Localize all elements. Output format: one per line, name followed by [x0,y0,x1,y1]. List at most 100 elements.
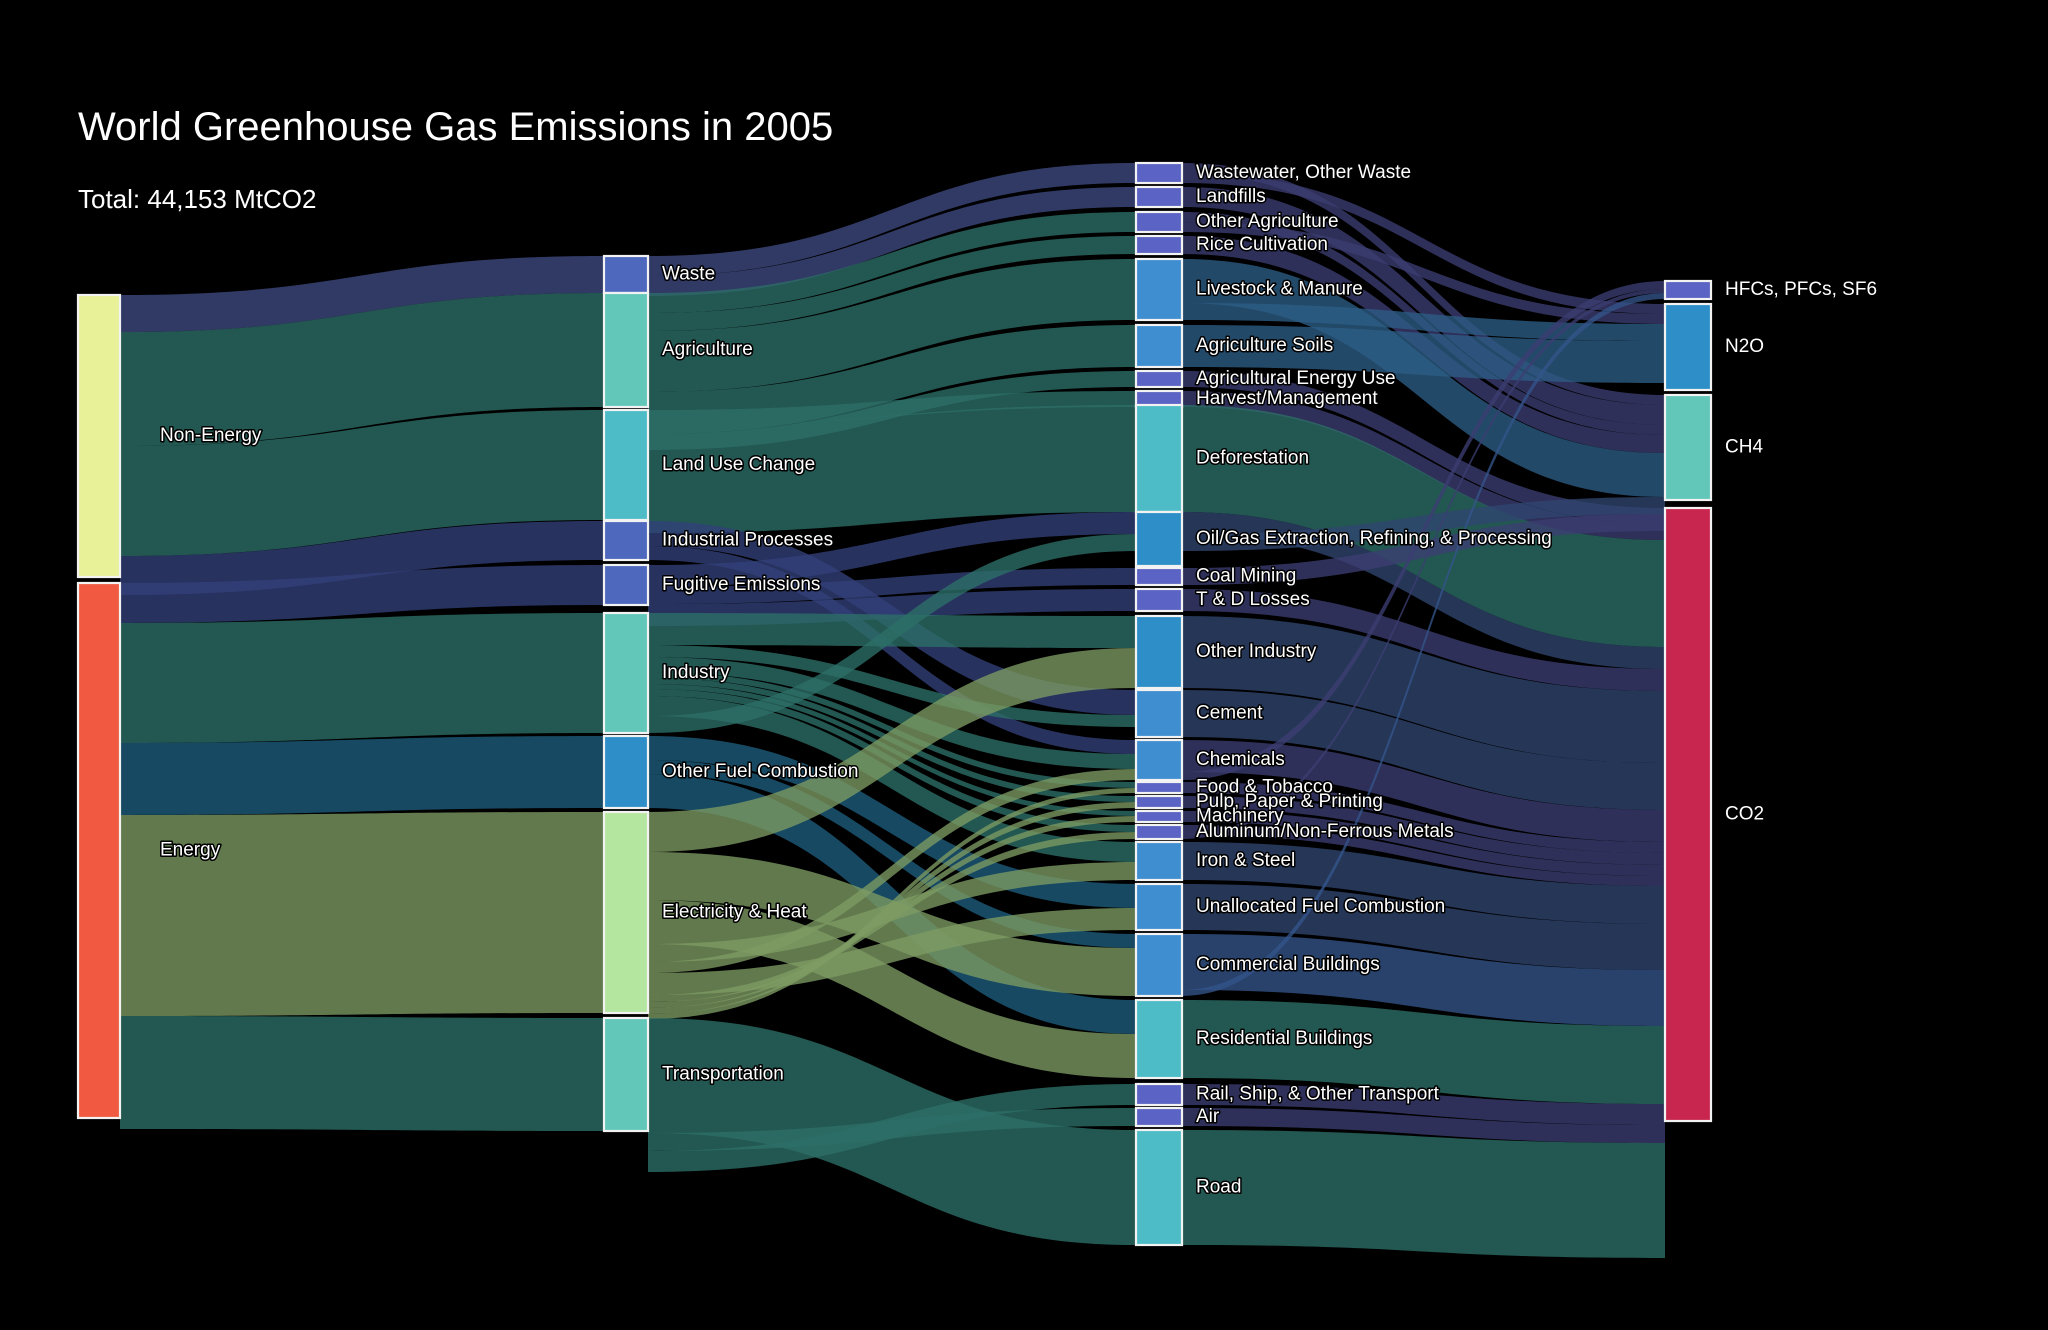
sankey-node-label-energy: Energy [160,840,221,861]
sankey-node-label-other_fuel_combustion: Other Fuel Combustion [662,761,858,782]
sankey-node-other_fuel_combustion[interactable] [602,734,650,810]
sankey-node-pulp_paper[interactable] [1134,794,1184,810]
sankey-node-food_tobacco[interactable] [1134,780,1184,795]
sankey-link [1182,514,1665,585]
sankey-node-label-n2o: N2O [1725,336,1764,357]
sankey-node-energy[interactable] [76,581,122,1120]
sankey-node-ch4[interactable] [1663,393,1713,502]
sankey-link [1182,303,1665,341]
sankey-node-other_agriculture[interactable] [1134,210,1184,234]
sankey-node-label-machinery: Machinery [1196,806,1284,827]
sankey-node-air[interactable] [1134,1106,1184,1128]
sankey-node-coal_mining[interactable] [1134,566,1184,587]
sankey-node-label-waste: Waste [662,264,715,285]
sankey-node-iron_steel[interactable] [1134,840,1184,882]
sankey-node-agriculture[interactable] [602,291,650,409]
sankey-link [1182,782,1665,853]
sankey-node-oil_gas[interactable] [1134,510,1184,568]
sankey-node-landfills[interactable] [1134,185,1184,209]
sankey-node-road[interactable] [1134,1128,1184,1247]
sankey-link [120,565,604,623]
sankey-node-non_energy[interactable] [76,293,122,579]
sankey-node-label-td_losses: T & D Losses [1196,589,1310,610]
sankey-link [120,521,604,595]
sankey-link [1182,187,1665,425]
sankey-node-rail_ship[interactable] [1134,1082,1184,1107]
sankey-node-land_use_change[interactable] [602,408,650,522]
sankey-node-n2o[interactable] [1663,302,1713,392]
sankey-link [648,816,1136,1008]
sankey-node-aluminum[interactable] [1134,823,1184,841]
sankey-node-label-pulp_paper: Pulp, Paper & Printing [1196,791,1383,812]
sankey-link [1182,289,1665,839]
sankey-link [1182,934,1665,1026]
sankey-node-label-ch4: CH4 [1725,437,1763,458]
sankey-node-fugitive_emissions[interactable] [602,563,650,607]
sankey-node-industry[interactable] [602,611,650,735]
sankey-node-label-unallocated_fuel: Unallocated Fuel Combustion [1196,896,1445,917]
sankey-link [648,1084,1136,1172]
sankey-node-unallocated_fuel[interactable] [1134,882,1184,932]
sankey-node-label-rail_ship: Rail, Ship, & Other Transport [1196,1084,1440,1105]
sankey-link [1182,173,1665,314]
sankey-node-label-industrial_processes: Industrial Processes [662,530,833,551]
sankey-node-waste[interactable] [602,254,650,295]
sankey-node-rice_cultivation[interactable] [1134,234,1184,256]
sankey-node-livestock_manure[interactable] [1134,257,1184,322]
sankey-link [648,212,1136,313]
sankey-link [648,802,1136,1014]
sankey-node-label-harvest_management: Harvest/Management [1196,388,1378,409]
sankey-node-transportation[interactable] [602,1016,650,1133]
sankey-node-industrial_processes[interactable] [602,519,650,562]
sankey-node-label-land_use_change: Land Use Change [662,454,815,475]
sankey-node-cement[interactable] [1134,688,1184,739]
sankey-node-hfcs[interactable] [1663,279,1713,301]
sankey-node-label-rice_cultivation: Rice Cultivation [1196,234,1328,255]
sankey-node-other_industry[interactable] [1134,614,1184,690]
sankey-node-label-livestock_manure: Livestock & Manure [1196,279,1363,300]
sankey-link [648,405,1136,533]
sankey-link [648,236,1136,331]
sankey-link [1182,842,1665,924]
sankey-node-agriculture_soils[interactable] [1134,323,1184,369]
sankey-node-label-aluminum: Aluminum/Non-Ferrous Metals [1196,821,1454,842]
sankey-node-label-other_agriculture: Other Agriculture [1196,211,1339,232]
sankey-link [648,187,1136,296]
sankey-node-wastewater[interactable] [1134,161,1184,185]
sankey-link [120,410,604,556]
sankey-node-td_losses[interactable] [1134,587,1184,613]
sankey-link [120,1016,604,1131]
sankey-link [648,568,1136,604]
sankey-node-commercial_buildings[interactable] [1134,932,1184,998]
sankey-link [648,760,1136,948]
sankey-link [1182,1108,1665,1143]
sankey-node-label-co2: CO2 [1725,804,1764,825]
sankey-node-agricultural_energy_use[interactable] [1134,369,1184,389]
sankey-node-label-industry: Industry [662,662,730,683]
sankey-link [648,852,1136,996]
sankey-node-electricity_heat[interactable] [602,810,650,1015]
sankey-node-residential_buildings[interactable] [1134,998,1184,1080]
sankey-node-label-coal_mining: Coal Mining [1196,566,1296,587]
sankey-link [1182,293,1665,996]
sankey-node-label-cement: Cement [1196,703,1263,724]
sankey-link [120,256,604,332]
sankey-link [1182,1000,1665,1104]
sankey-node-label-non_energy: Non-Energy [160,425,262,446]
sankey-node-label-agriculture_soils: Agriculture Soils [1196,335,1333,356]
sankey-node-label-oil_gas: Oil/Gas Extraction, Refining, & Processi… [1196,528,1552,549]
sankey-node-chemicals[interactable] [1134,738,1184,782]
sankey-node-label-residential_buildings: Residential Buildings [1196,1028,1372,1049]
sankey-link [648,788,1136,1019]
sankey-node-label-chemicals: Chemicals [1196,749,1285,770]
sankey-node-machinery[interactable] [1134,809,1184,824]
sankey-link [648,546,1136,754]
sankey-link [1182,616,1665,763]
sankey-node-co2[interactable] [1663,506,1713,1123]
sankey-link [648,908,1136,995]
sankey-link [1182,796,1665,865]
sankey-node-deforestation[interactable] [1134,403,1184,514]
sankey-link [1182,222,1665,324]
sankey-link [1182,281,1665,780]
